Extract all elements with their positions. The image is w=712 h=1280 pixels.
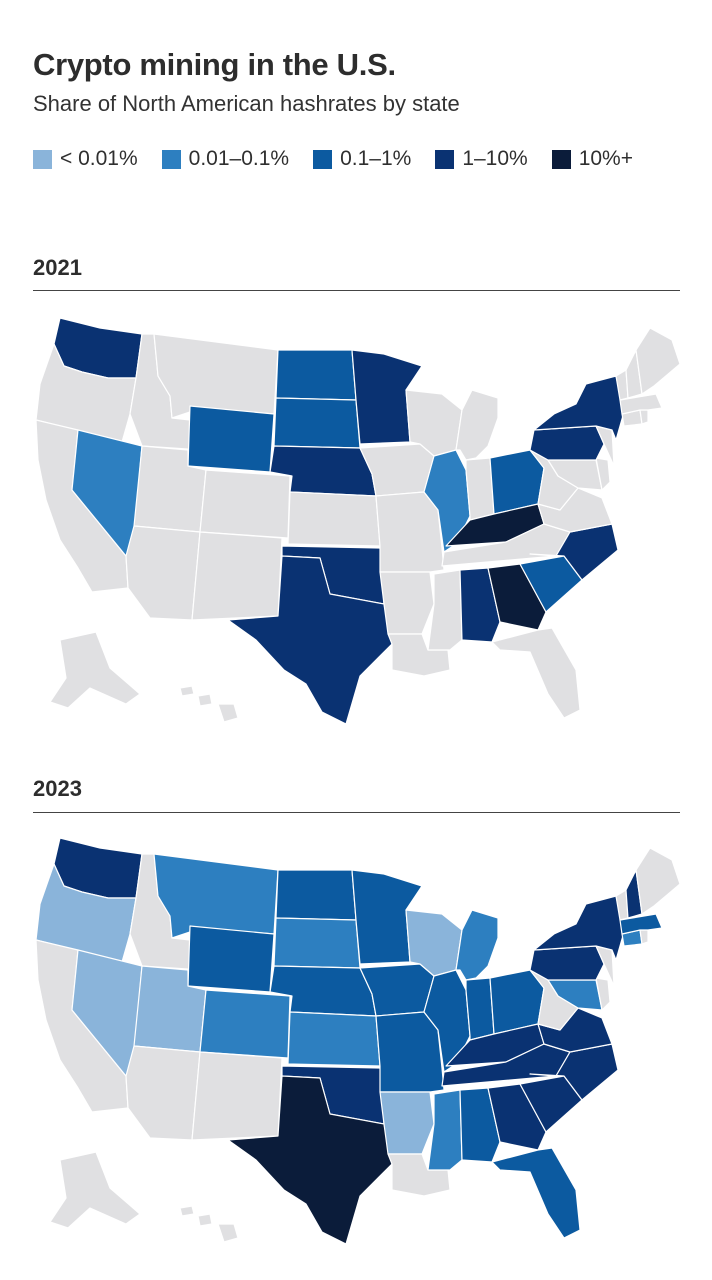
- chart-subtitle: Share of North American hashrates by sta…: [33, 91, 460, 116]
- legend-swatch: [551, 149, 571, 169]
- map-year-label-2023: 2023: [33, 776, 82, 801]
- legend-label: 0.01–0.1%: [188, 147, 290, 170]
- legend-swatch: [161, 149, 181, 169]
- state-ri: [639, 409, 649, 425]
- legend-swatch: [435, 149, 455, 169]
- state-ak: [49, 631, 141, 709]
- legend-label: 10%+: [578, 147, 633, 170]
- state-la: [387, 633, 451, 677]
- state-ma: [619, 913, 663, 935]
- state-tx: [227, 555, 393, 725]
- state-tx: [227, 1075, 393, 1245]
- state-hi: [179, 1205, 239, 1243]
- state-az: [125, 525, 201, 621]
- divider: [33, 812, 680, 813]
- state-ma: [619, 393, 663, 415]
- state-ms: [427, 1089, 463, 1171]
- state-nd: [275, 869, 357, 921]
- legend-item-0-1-1: 0.1–1%: [313, 147, 411, 171]
- state-al: [459, 567, 501, 643]
- state-pa: [529, 425, 605, 461]
- legend-label: 1–10%: [462, 147, 528, 170]
- state-nc: [529, 523, 619, 581]
- state-wy: [187, 925, 275, 993]
- state-de: [595, 977, 611, 1011]
- state-in: [465, 457, 495, 521]
- state-nm: [191, 1051, 283, 1141]
- legend-item-lt-0-01: < 0.01%: [33, 147, 138, 171]
- state-ga: [487, 1083, 547, 1151]
- state-nm: [191, 531, 283, 621]
- state-al: [459, 1087, 501, 1163]
- legend-label: < 0.01%: [60, 147, 138, 170]
- state-nc: [529, 1043, 619, 1101]
- state-sd: [273, 397, 361, 449]
- state-in: [465, 977, 495, 1041]
- state-fl: [491, 627, 581, 719]
- state-sd: [273, 917, 361, 969]
- state-mt: [153, 333, 279, 419]
- state-pa: [529, 945, 605, 981]
- state-ga: [487, 563, 547, 631]
- state-ar: [379, 1091, 435, 1155]
- state-ks: [287, 1011, 381, 1067]
- legend: < 0.01% 0.01–0.1% 0.1–1% 1–10% 10%+: [33, 147, 657, 171]
- state-ar: [379, 571, 435, 635]
- state-mi: [455, 389, 499, 461]
- state-mt: [153, 853, 279, 939]
- state-hi: [179, 685, 239, 723]
- state-wy: [187, 405, 275, 473]
- state-ri: [639, 929, 649, 945]
- us-map-2023: [35, 837, 681, 1245]
- legend-swatch: [313, 149, 333, 169]
- state-de: [595, 457, 611, 491]
- chart-title: Crypto mining in the U.S.: [33, 47, 396, 82]
- state-mi: [455, 909, 499, 981]
- legend-label: 0.1–1%: [340, 147, 412, 170]
- state-co: [199, 989, 291, 1059]
- state-ks: [287, 491, 381, 547]
- legend-item-1-10: 1–10%: [435, 147, 528, 171]
- state-nd: [275, 349, 357, 401]
- legend-item-10-plus: 10%+: [551, 147, 633, 171]
- legend-item-0-01-0-1: 0.01–0.1%: [161, 147, 290, 171]
- divider: [33, 290, 680, 291]
- us-map-2021: [35, 317, 681, 725]
- state-fl: [491, 1147, 581, 1239]
- map-year-label-2021: 2021: [33, 255, 82, 280]
- state-me: [635, 847, 681, 915]
- state-co: [199, 469, 291, 539]
- state-la: [387, 1153, 451, 1197]
- state-az: [125, 1045, 201, 1141]
- state-ms: [427, 569, 463, 651]
- state-ak: [49, 1151, 141, 1229]
- legend-swatch: [33, 149, 52, 169]
- state-me: [635, 327, 681, 395]
